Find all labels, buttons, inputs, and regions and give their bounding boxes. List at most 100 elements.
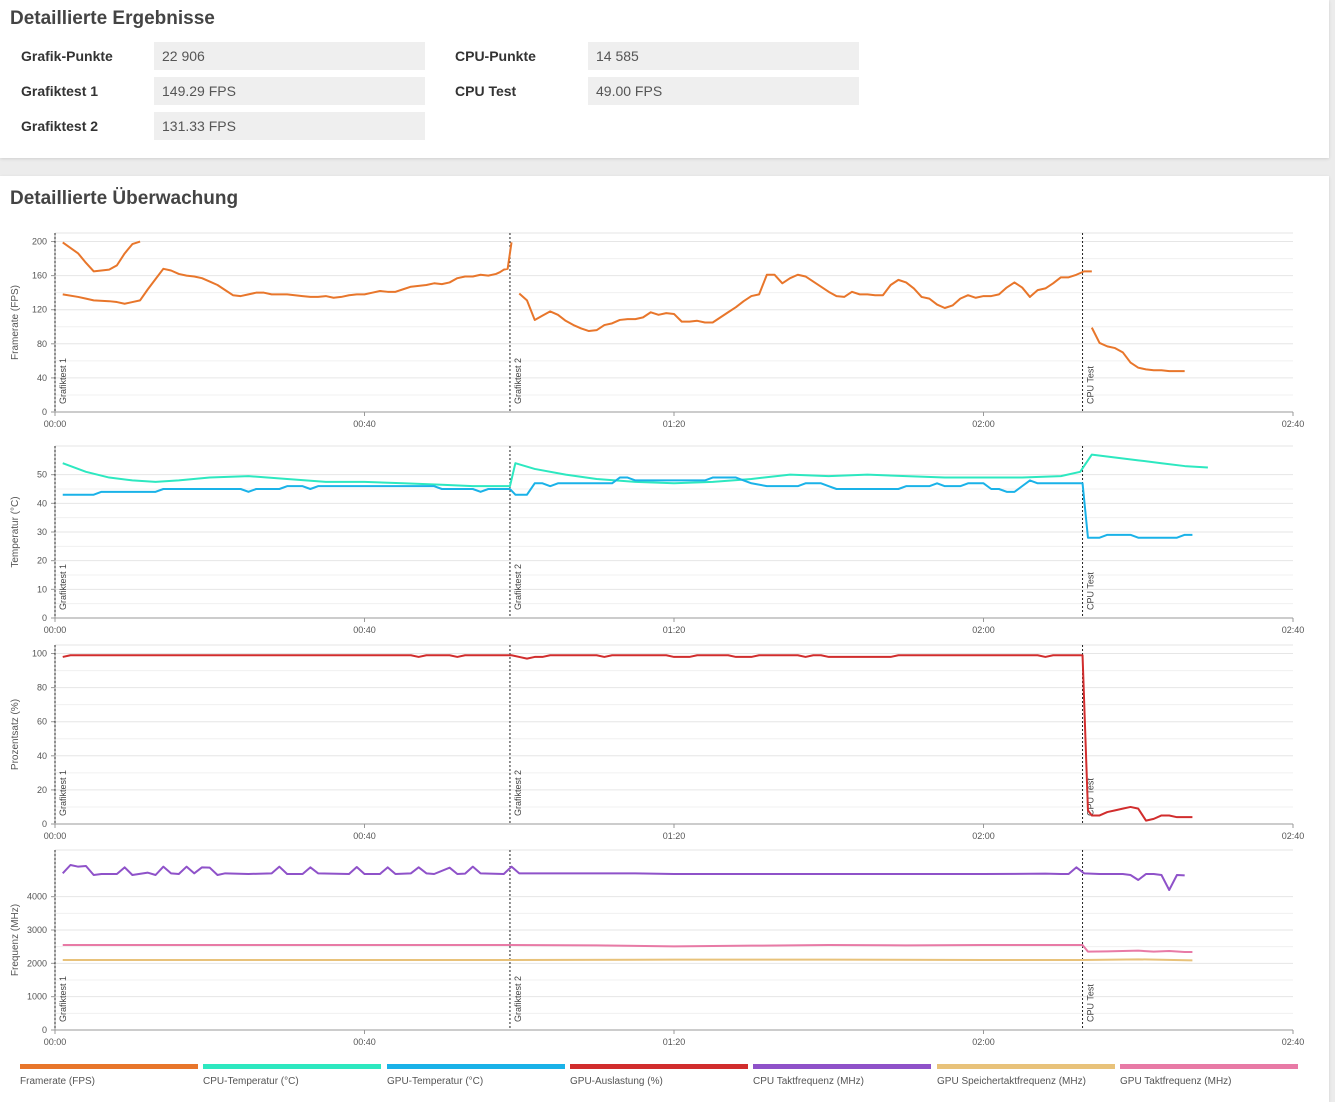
legend-swatch-gpu-clock: [1120, 1064, 1298, 1069]
test-marker-label: Grafiktest 2: [513, 976, 523, 1022]
x-tick-label: 02:40: [1282, 419, 1305, 429]
test-marker-label: CPU Test: [1086, 778, 1096, 816]
result-value-graphics-score: 22 906: [154, 42, 425, 70]
legend-label-cpu-temperature: CPU-Temperatur (°C): [203, 1076, 299, 1087]
test-marker-label: CPU Test: [1086, 572, 1096, 610]
legend-item-framerate[interactable]: Framerate (FPS): [20, 1064, 198, 1087]
x-tick-label: 01:20: [663, 625, 686, 635]
x-tick-label: 00:00: [44, 1037, 67, 1047]
y-tick-label: 2000: [27, 958, 47, 968]
x-tick-label: 02:00: [972, 625, 995, 635]
legend-item-gpu-clock[interactable]: GPU Taktfrequenz (MHz): [1120, 1064, 1298, 1087]
test-marker-label: Grafiktest 1: [58, 770, 68, 816]
series-line: [62, 476, 1193, 539]
monitoring-card: Detaillierte Überwachung: [0, 176, 1329, 1102]
x-tick-label: 02:00: [972, 419, 995, 429]
legend-label-gpu-temperature: GPU-Temperatur (°C): [387, 1076, 484, 1087]
x-tick-label: 01:20: [663, 419, 686, 429]
result-label-cpu-score: CPU-Punkte: [455, 48, 536, 64]
results-card: Detaillierte Ergebnisse Grafik-Punkte 22…: [0, 0, 1329, 158]
y-tick-label: 0: [42, 1025, 47, 1035]
y-tick-label: 50: [37, 470, 47, 480]
result-label-graphics-test-1: Grafiktest 1: [21, 83, 99, 99]
test-marker-label: Grafiktest 1: [58, 976, 68, 1022]
y-tick-label: 80: [37, 339, 47, 349]
legend-label-gpu-memory-clock: GPU Speichertaktfrequenz (MHz): [937, 1076, 1086, 1087]
x-tick-label: 00:40: [353, 625, 376, 635]
result-label-graphics-score: Grafik-Punkte: [21, 48, 113, 64]
series-line: [62, 240, 141, 273]
legend-swatch-gpu-temperature: [387, 1064, 565, 1069]
series-line: [62, 864, 1185, 891]
legend-swatch-cpu-clock: [753, 1064, 931, 1069]
legend-item-gpu-load[interactable]: GPU-Auslastung (%): [570, 1064, 748, 1087]
series-line: [62, 958, 1193, 962]
y-tick-label: 40: [37, 751, 47, 761]
y-tick-label: 0: [42, 613, 47, 623]
legend-label-gpu-load: GPU-Auslastung (%): [570, 1076, 663, 1087]
series-line: [62, 654, 1193, 822]
legend-label-cpu-clock: CPU Taktfrequenz (MHz): [753, 1076, 864, 1087]
result-value-graphics-test-2: 131.33 FPS: [154, 112, 425, 140]
monitoring-title: Detaillierte Überwachung: [10, 188, 239, 209]
y-tick-label: 160: [32, 271, 47, 281]
results-title: Detaillierte Ergebnisse: [10, 8, 215, 29]
y-tick-label: 40: [37, 498, 47, 508]
legend-item-cpu-temperature[interactable]: CPU-Temperatur (°C): [203, 1064, 381, 1087]
x-tick-label: 01:20: [663, 831, 686, 841]
result-value-cpu-score: 14 585: [588, 42, 859, 70]
legend-item-gpu-memory-clock[interactable]: GPU Speichertaktfrequenz (MHz): [937, 1064, 1115, 1087]
y-tick-label: 10: [37, 584, 47, 594]
y-tick-label: 40: [37, 373, 47, 383]
x-tick-label: 02:40: [1282, 1037, 1305, 1047]
legend-swatch-gpu-load: [570, 1064, 748, 1069]
x-tick-label: 01:20: [663, 1037, 686, 1047]
y-tick-label: 20: [37, 556, 47, 566]
y-tick-label: 80: [37, 683, 47, 693]
y-tick-label: 200: [32, 237, 47, 247]
result-label-graphics-test-2: Grafiktest 2: [21, 118, 99, 134]
x-tick-label: 00:00: [44, 625, 67, 635]
x-tick-label: 00:00: [44, 831, 67, 841]
test-marker-label: CPU Test: [1086, 366, 1096, 404]
legend-item-cpu-clock[interactable]: CPU Taktfrequenz (MHz): [753, 1064, 931, 1087]
test-marker-label: Grafiktest 2: [513, 770, 523, 816]
result-label-cpu-test: CPU Test: [455, 83, 517, 99]
x-tick-label: 02:00: [972, 831, 995, 841]
y-tick-label: 20: [37, 785, 47, 795]
y-axis-label: Prozentsatz (%): [10, 699, 21, 770]
test-marker-label: Grafiktest 1: [58, 564, 68, 610]
y-axis-label: Temperatur (°C): [10, 496, 21, 567]
y-tick-label: 1000: [27, 992, 47, 1002]
x-tick-label: 00:40: [353, 1037, 376, 1047]
result-value-cpu-test: 49.00 FPS: [588, 77, 859, 105]
legend-swatch-gpu-memory-clock: [937, 1064, 1115, 1069]
y-tick-label: 3000: [27, 925, 47, 935]
y-tick-label: 30: [37, 527, 47, 537]
y-tick-label: 0: [42, 407, 47, 417]
y-tick-label: 120: [32, 305, 47, 315]
x-tick-label: 02:40: [1282, 831, 1305, 841]
y-tick-label: 60: [37, 717, 47, 727]
y-tick-label: 4000: [27, 892, 47, 902]
x-tick-label: 00:40: [353, 419, 376, 429]
series-line: [62, 453, 1208, 488]
test-marker-label: Grafiktest 2: [513, 564, 523, 610]
legend-item-gpu-temperature[interactable]: GPU-Temperatur (°C): [387, 1064, 565, 1087]
series-line: [1090, 327, 1185, 373]
y-axis-label: Frequenz (MHz): [10, 904, 21, 976]
y-tick-label: 100: [32, 649, 47, 659]
test-marker-label: Grafiktest 1: [58, 358, 68, 404]
x-tick-label: 02:00: [972, 1037, 995, 1047]
series-line: [62, 242, 513, 305]
legend-swatch-framerate: [20, 1064, 198, 1069]
y-axis-label: Framerate (FPS): [10, 285, 21, 360]
x-tick-label: 02:40: [1282, 625, 1305, 635]
test-marker-label: Grafiktest 2: [513, 358, 523, 404]
legend-label-gpu-clock: GPU Taktfrequenz (MHz): [1120, 1076, 1232, 1087]
test-marker-label: CPU Test: [1086, 984, 1096, 1022]
series-line: [518, 270, 1092, 333]
x-tick-label: 00:00: [44, 419, 67, 429]
y-tick-label: 0: [42, 819, 47, 829]
x-tick-label: 00:40: [353, 831, 376, 841]
